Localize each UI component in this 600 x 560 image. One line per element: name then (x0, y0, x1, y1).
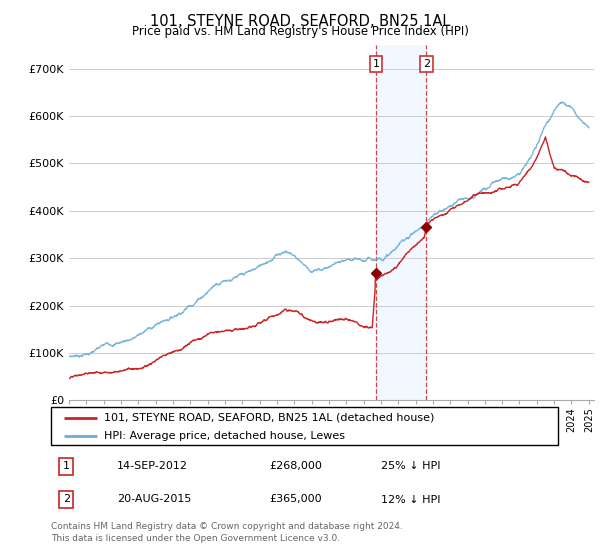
Text: 101, STEYNE ROAD, SEAFORD, BN25 1AL: 101, STEYNE ROAD, SEAFORD, BN25 1AL (150, 14, 450, 29)
Text: 101, STEYNE ROAD, SEAFORD, BN25 1AL (detached house): 101, STEYNE ROAD, SEAFORD, BN25 1AL (det… (104, 413, 434, 423)
Text: 25% ↓ HPI: 25% ↓ HPI (380, 461, 440, 472)
Text: 12% ↓ HPI: 12% ↓ HPI (380, 494, 440, 505)
Text: HPI: Average price, detached house, Lewes: HPI: Average price, detached house, Lewe… (104, 431, 345, 441)
Text: £268,000: £268,000 (269, 461, 322, 472)
FancyBboxPatch shape (51, 407, 558, 445)
Text: 20-AUG-2015: 20-AUG-2015 (117, 494, 191, 505)
Text: 1: 1 (63, 461, 70, 472)
Text: 2: 2 (62, 494, 70, 505)
Text: Contains HM Land Registry data © Crown copyright and database right 2024.
This d: Contains HM Land Registry data © Crown c… (51, 522, 403, 543)
Text: 14-SEP-2012: 14-SEP-2012 (117, 461, 188, 472)
Text: £365,000: £365,000 (269, 494, 322, 505)
Text: 2: 2 (423, 59, 430, 69)
Text: Price paid vs. HM Land Registry's House Price Index (HPI): Price paid vs. HM Land Registry's House … (131, 25, 469, 38)
Bar (376, 45, 427, 400)
Text: 1: 1 (373, 59, 379, 69)
